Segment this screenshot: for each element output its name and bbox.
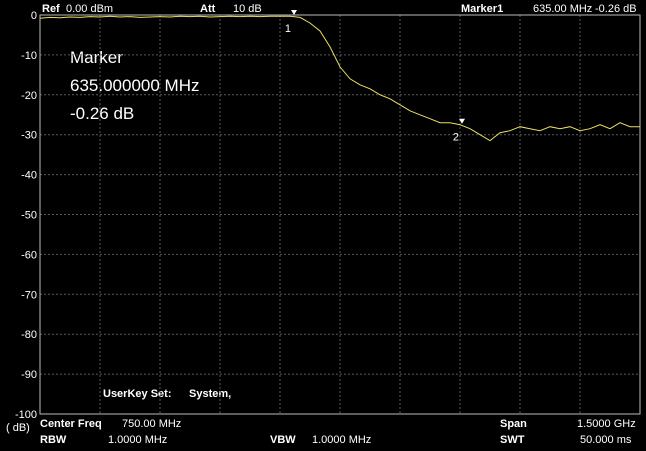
marker-level: -0.26 dB [595, 3, 637, 15]
plot-frame [39, 14, 641, 415]
y-tick-label: -60 [21, 249, 37, 261]
y-tick-label: -100 [15, 409, 37, 421]
marker-box-freq: 635.000000 MHz [70, 76, 199, 95]
marker [459, 118, 465, 124]
center-value: 750.00 MHz [122, 418, 181, 430]
y-tick-label: -30 [21, 130, 37, 142]
att-value: 10 dB [233, 3, 262, 15]
marker-number: 1 [285, 23, 291, 35]
y-tick-label: -90 [21, 369, 37, 381]
rbw-label: RBW [40, 434, 67, 446]
vbw-label: VBW [270, 434, 296, 446]
marker-freq: 635.00 MHz [533, 3, 592, 15]
ref-label: Ref [42, 3, 60, 15]
y-tick-label: 0 [31, 10, 37, 22]
y-tick-label: -40 [21, 170, 37, 182]
swt-label: SWT [500, 434, 525, 446]
y-unit: ( dB) [6, 422, 30, 434]
userkey-label: UserKey Set: [103, 388, 171, 400]
userkey-value: System, [189, 388, 231, 400]
marker-box-title: Marker [70, 48, 123, 67]
ref-value: 0.00 dBm [66, 3, 113, 15]
att-label: Att [200, 3, 216, 15]
center-label: Center Freq [40, 418, 102, 430]
y-tick-label: -50 [21, 210, 37, 222]
y-tick-label: -10 [21, 50, 37, 62]
marker-label: Marker1 [461, 3, 503, 15]
vbw-value: 1.0000 MHz [312, 434, 371, 446]
marker-box-level: -0.26 dB [70, 104, 134, 123]
y-tick-label: -80 [21, 329, 37, 341]
span-label: Span [500, 418, 527, 430]
rbw-value: 1.0000 MHz [108, 434, 167, 446]
y-tick-label: -20 [21, 90, 37, 102]
marker-number: 2 [453, 132, 459, 144]
marker [291, 10, 297, 16]
span-value: 1.5000 GHz [577, 418, 636, 430]
y-tick-label: -70 [21, 289, 37, 301]
trace [39, 15, 640, 142]
swt-value: 50.000 ms [580, 434, 632, 446]
